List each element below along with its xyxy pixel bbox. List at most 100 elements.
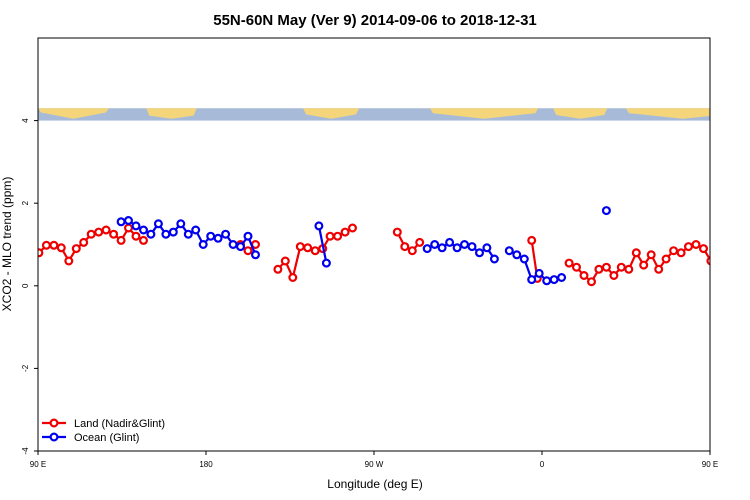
land-data-point xyxy=(86,229,96,239)
x-tick-label: 0 xyxy=(540,460,545,469)
ocean-data-point xyxy=(131,221,141,231)
x-axis: 90 E 180 90 W 0 90 E xyxy=(30,451,718,469)
legend-label: Land (Nadir&Glint) xyxy=(74,418,165,430)
land-data-point xyxy=(609,271,619,281)
land-data-point xyxy=(288,273,298,283)
land-data-point xyxy=(273,264,283,274)
land-data-point xyxy=(745,227,750,234)
land-data-point xyxy=(131,231,141,241)
land-data-point xyxy=(49,240,59,250)
land-data-point xyxy=(571,262,581,272)
land-data-point xyxy=(139,235,149,245)
land-data-point xyxy=(691,240,701,250)
ocean-data-point xyxy=(243,231,253,241)
ocean-data-point xyxy=(236,242,246,252)
land-data-point xyxy=(41,240,51,250)
land-data-point xyxy=(723,241,730,248)
land-data-point xyxy=(123,223,133,233)
ocean-data-point xyxy=(734,218,741,225)
ocean-data-point xyxy=(146,229,156,239)
land-data-point xyxy=(71,244,81,254)
legend-item-ocean: Ocean (Glint) xyxy=(42,432,139,444)
ocean-data-point xyxy=(504,246,514,256)
land-data-point xyxy=(243,246,253,256)
land-data-point xyxy=(280,256,290,266)
ocean-data-point xyxy=(321,258,331,268)
ocean-series-line-6 xyxy=(737,221,750,235)
land-data-point xyxy=(325,231,335,241)
series-layer xyxy=(38,206,750,287)
legend: Land (Nadir&Glint) Ocean (Glint) xyxy=(42,418,165,444)
y-tick-label: 0 xyxy=(21,283,30,288)
ocean-data-point xyxy=(445,237,455,247)
land-data-point xyxy=(116,235,126,245)
land-data-point xyxy=(624,264,634,274)
ocean-data-point xyxy=(430,240,440,250)
y-axis: -4 -2 0 2 4 xyxy=(21,118,38,455)
legend-marker xyxy=(49,432,59,442)
land-data-point xyxy=(79,237,89,247)
ocean-data-point xyxy=(527,275,537,285)
land-data-point xyxy=(661,254,671,264)
land-data-point xyxy=(646,250,656,260)
land-data-point xyxy=(333,231,343,241)
ocean-data-point xyxy=(452,243,462,253)
land-data-point xyxy=(303,243,313,253)
ocean-data-point xyxy=(534,268,544,278)
y-axis-label: XCO2 - MLO trend (ppm) xyxy=(0,177,14,312)
x-tick-label: 90 W xyxy=(365,460,384,469)
ocean-data-point xyxy=(557,273,567,283)
land-data-point xyxy=(683,242,693,252)
land-data-point xyxy=(698,244,708,254)
ocean-data-point xyxy=(176,219,186,229)
chart-title: 55N-60N May (Ver 9) 2014-09-06 to 2018-1… xyxy=(213,12,537,29)
land-data-point xyxy=(676,248,686,258)
ocean-band xyxy=(38,108,710,121)
land-data-point xyxy=(64,256,74,266)
land-data-point xyxy=(101,225,111,235)
land-data-point xyxy=(310,246,320,256)
x-axis-label: Longitude (deg E) xyxy=(327,477,422,491)
ocean-data-point xyxy=(601,206,611,216)
land-data-point xyxy=(594,264,604,274)
land-data-point xyxy=(295,242,305,252)
ocean-data-point xyxy=(206,231,216,241)
y-tick-label: -2 xyxy=(21,364,30,372)
land-data-point xyxy=(400,242,410,252)
land-data-point xyxy=(586,277,596,287)
ocean-data-point xyxy=(437,243,447,253)
ocean-data-point xyxy=(228,240,238,250)
ocean-data-point xyxy=(198,240,208,250)
legend-item-land: Land (Nadir&Glint) xyxy=(42,418,165,430)
ocean-data-point xyxy=(519,254,529,264)
land-data-point xyxy=(527,235,537,245)
land-data-point xyxy=(579,271,589,281)
ocean-data-point xyxy=(191,225,201,235)
ocean-data-point xyxy=(549,275,559,285)
ocean-data-point xyxy=(251,250,261,260)
land-data-point xyxy=(631,248,641,258)
ocean-data-point xyxy=(183,229,193,239)
land-data-point xyxy=(109,229,119,239)
land-data-point xyxy=(392,227,402,237)
land-band xyxy=(38,108,710,119)
land-data-point xyxy=(94,227,104,237)
land-series xyxy=(38,223,750,287)
ocean-data-point xyxy=(221,229,231,239)
x-tick-label: 90 E xyxy=(702,460,718,469)
x-tick-label: 90 E xyxy=(30,460,46,469)
land-data-point xyxy=(601,262,611,272)
ocean-data-point xyxy=(116,217,126,227)
ocean-data-point xyxy=(161,229,171,239)
y-tick-label: 4 xyxy=(21,118,30,123)
land-data-point xyxy=(415,237,425,247)
legend-marker xyxy=(49,418,59,428)
x-tick-label: 180 xyxy=(199,460,213,469)
ocean-data-point xyxy=(489,254,499,264)
ocean-data-point xyxy=(314,221,324,231)
ocean-data-point xyxy=(741,217,748,224)
land-data-point xyxy=(38,248,44,258)
land-ocean-strip xyxy=(38,108,710,121)
ocean-data-point xyxy=(482,243,492,253)
